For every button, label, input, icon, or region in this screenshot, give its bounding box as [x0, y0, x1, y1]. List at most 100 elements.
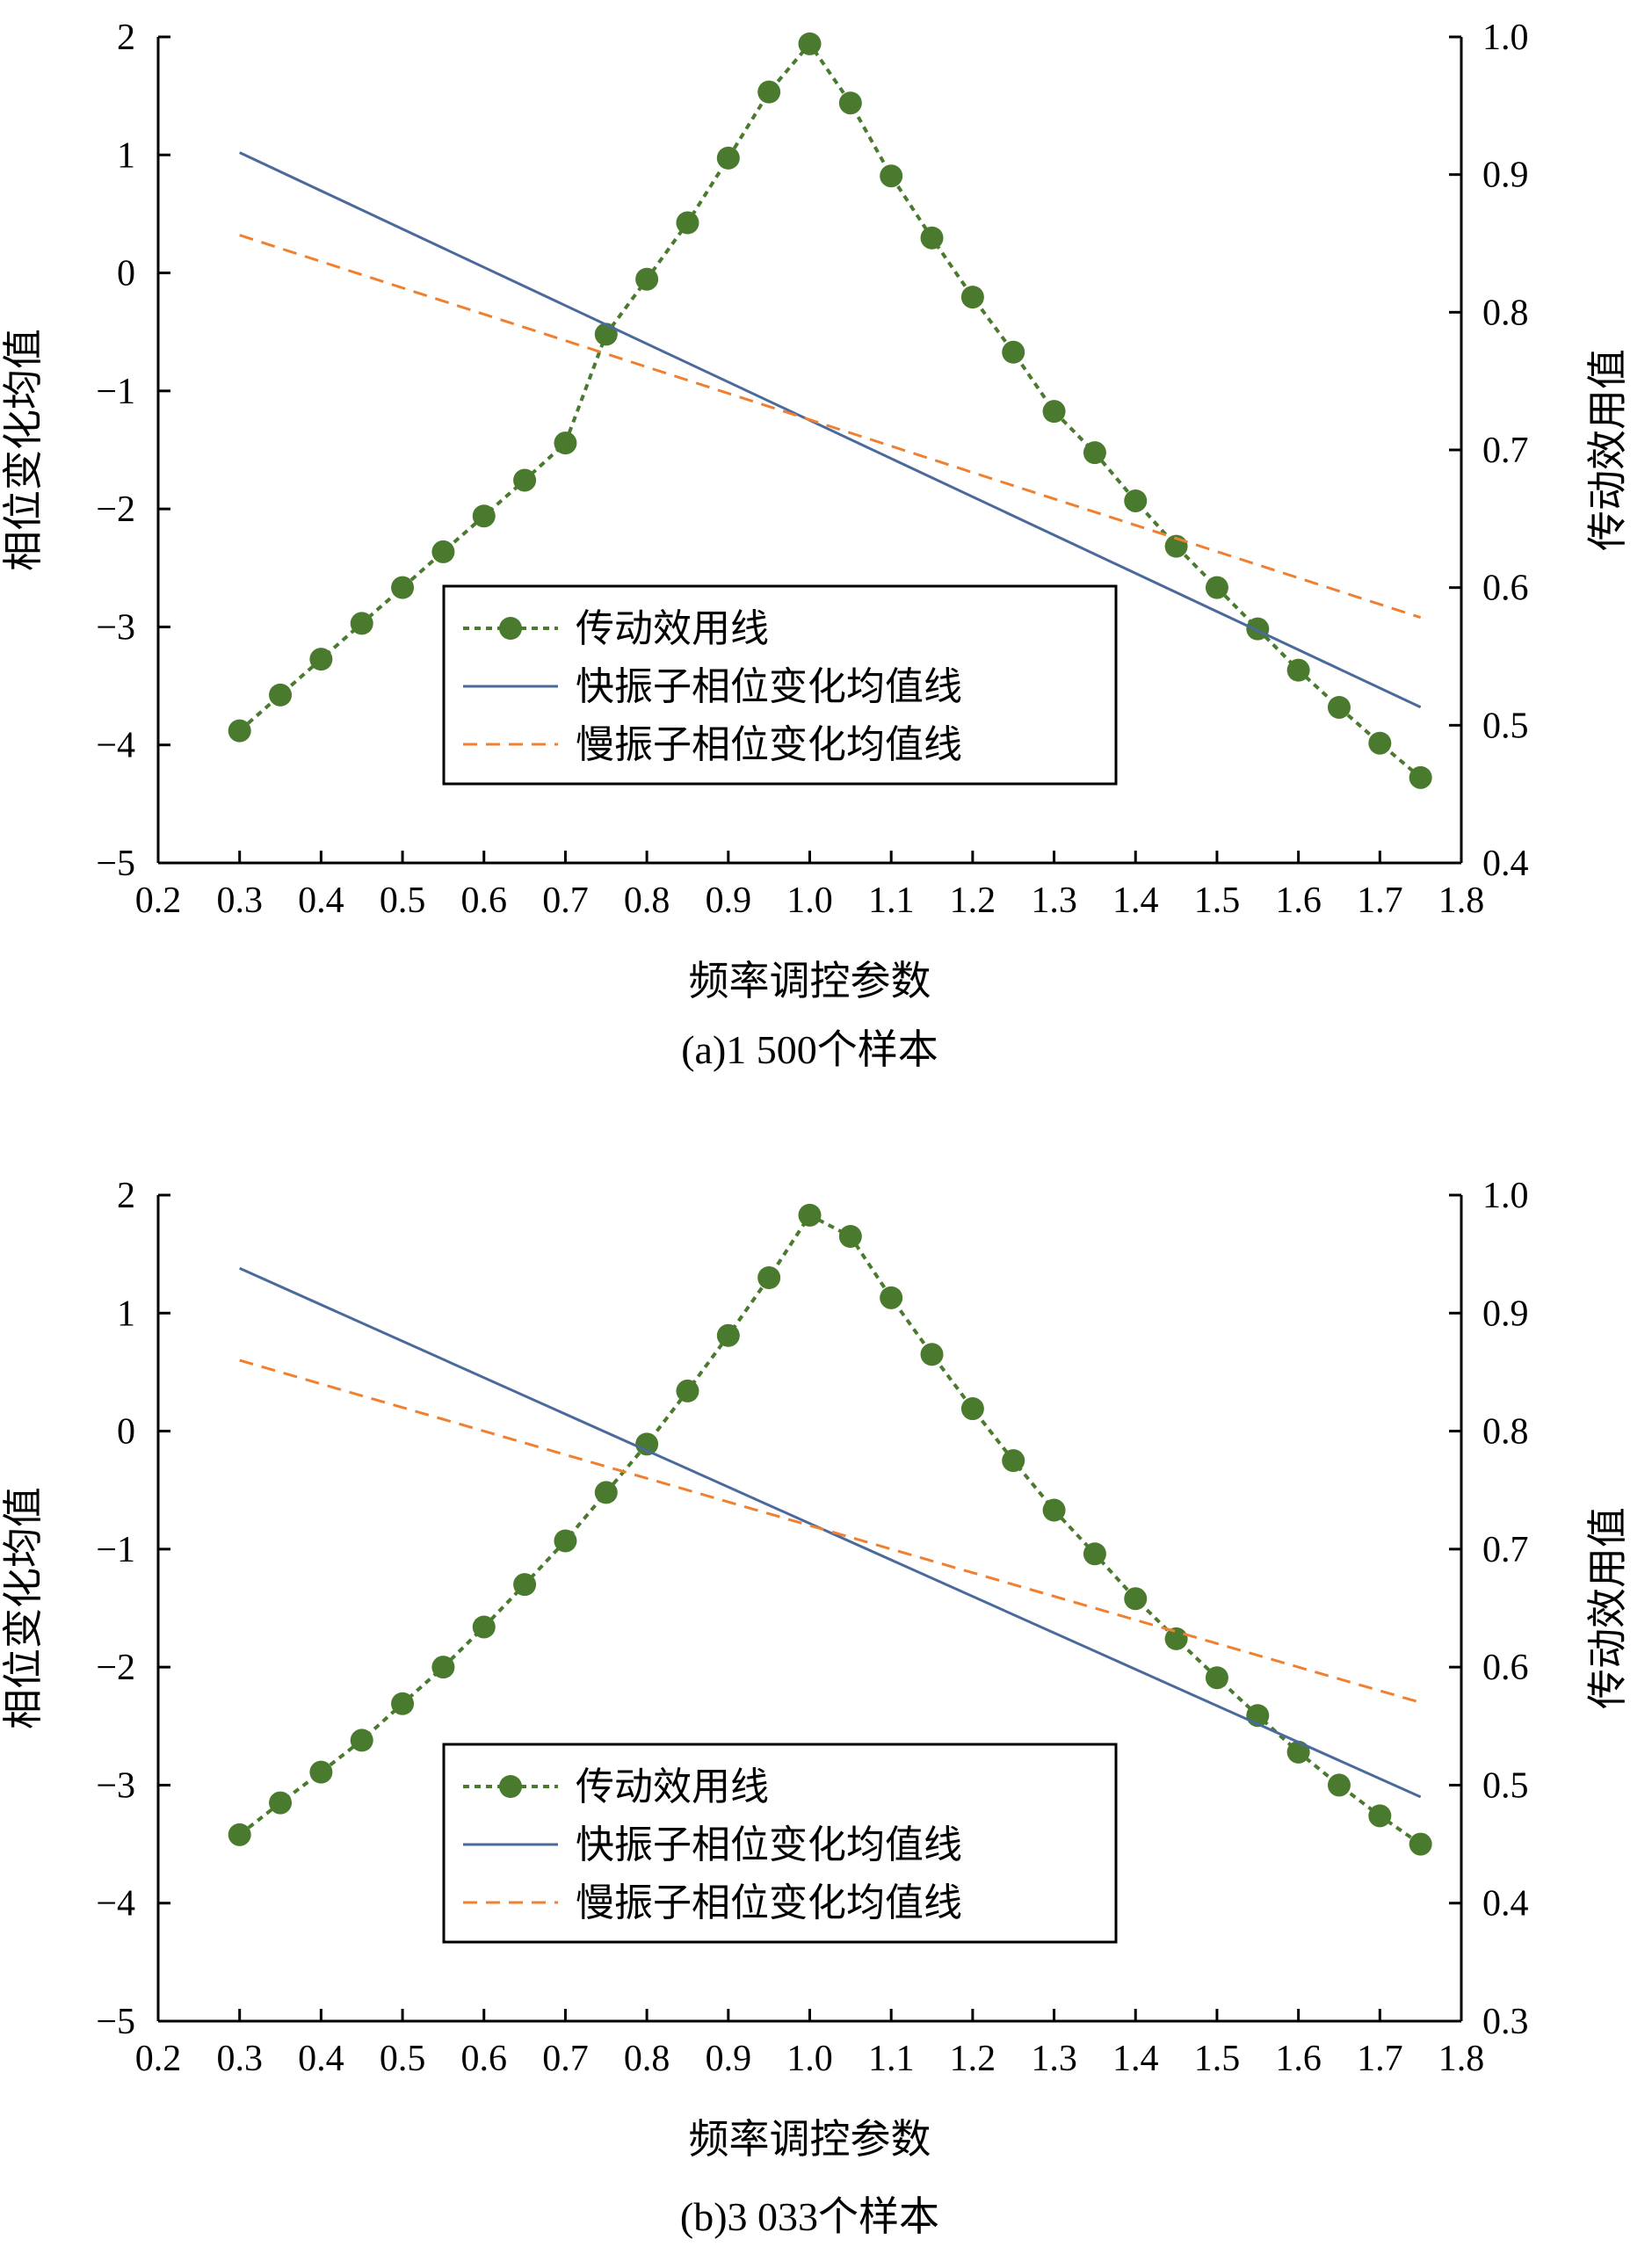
y-right-tick-label: 0.8 — [1482, 293, 1529, 333]
x-tick-label: 0.2 — [135, 2039, 182, 2079]
y-left-tick-label: −5 — [96, 844, 135, 884]
data-point-efficiency — [554, 431, 577, 455]
x-tick-label: 0.2 — [135, 881, 182, 921]
y-right-tick-label: 0.3 — [1482, 2002, 1529, 2042]
data-point-efficiency — [920, 1343, 944, 1366]
chart-panel-a: 0.2 0.3 0.4 0.5 0.6 0.7 0.8 0.9 1.0 1.1 1.2 1.3 1.4 1… — [0, 18, 1631, 1072]
y-axis-label-left: 相位变化均值 — [0, 1487, 47, 1729]
x-tick-label: 1.0 — [786, 881, 833, 921]
data-point-efficiency — [838, 91, 862, 115]
legend-label-slow-oscillator: 慢振子相位变化均值线 — [576, 722, 962, 767]
y-left-tick-label: −3 — [96, 1765, 135, 1806]
data-point-efficiency — [676, 1379, 699, 1402]
x-tick-label: 1.2 — [950, 881, 996, 921]
x-tick-label: 0.5 — [380, 881, 426, 921]
data-point-efficiency — [431, 1656, 455, 1679]
y-right-tick-label: 0.9 — [1482, 156, 1529, 196]
data-point-efficiency — [472, 504, 496, 528]
x-tick-label: 1.3 — [1031, 881, 1077, 921]
x-tick-label: 1.0 — [786, 2039, 833, 2079]
y-left-tick-label: 2 — [117, 1176, 135, 1216]
data-point-efficiency — [228, 719, 251, 743]
x-tick-label: 1.4 — [1112, 881, 1159, 921]
legend-marker-efficiency — [499, 1775, 522, 1798]
x-tick-label: 0.6 — [461, 2039, 508, 2079]
y-right-tick-label: 0.4 — [1482, 1884, 1529, 1924]
y-right-tick-label: 0.5 — [1482, 706, 1529, 746]
data-point-efficiency — [1164, 1627, 1188, 1650]
data-point-efficiency — [798, 1203, 822, 1227]
y-right-tick-label: 0.7 — [1482, 431, 1529, 471]
y-left-tick-label: −2 — [96, 1648, 135, 1688]
data-point-efficiency — [1286, 1740, 1310, 1764]
data-point-efficiency — [554, 1529, 577, 1553]
x-tick-label: 0.8 — [624, 2039, 670, 2079]
data-point-efficiency — [1368, 1804, 1392, 1828]
data-point-efficiency — [757, 1266, 781, 1289]
data-point-efficiency — [920, 226, 944, 250]
data-point-efficiency — [269, 1791, 293, 1815]
y-right-tick-label: 0.4 — [1482, 844, 1529, 884]
data-point-efficiency — [1368, 731, 1392, 755]
data-point-efficiency — [391, 576, 415, 599]
panel-caption: (b)3 033个样本 — [680, 2194, 939, 2239]
data-point-efficiency — [880, 164, 903, 188]
series-line-fast-oscillator — [239, 151, 1422, 709]
data-point-efficiency — [635, 1432, 659, 1456]
data-point-efficiency — [309, 1760, 333, 1784]
data-point-efficiency — [1124, 1587, 1148, 1611]
x-tick-label: 1.5 — [1194, 881, 1241, 921]
y-right-tick-label: 0.7 — [1482, 1530, 1529, 1570]
y-left-tick-label: −1 — [96, 372, 135, 412]
legend-label-fast-oscillator: 快振子相位变化均值线 — [576, 664, 962, 709]
data-point-efficiency — [960, 1397, 984, 1421]
x-tick-label: 0.9 — [706, 2039, 752, 2079]
data-point-efficiency — [1124, 489, 1148, 512]
data-point-efficiency — [513, 1573, 537, 1597]
data-point-efficiency — [1205, 1666, 1228, 1690]
data-point-efficiency — [594, 323, 618, 346]
x-tick-label: 1.7 — [1357, 881, 1403, 921]
x-tick-label: 0.4 — [298, 2039, 344, 2079]
x-tick-label: 1.3 — [1031, 2039, 1077, 2079]
y-right-tick-label: 0.9 — [1482, 1294, 1529, 1334]
x-tick-label: 1.5 — [1194, 2039, 1241, 2079]
data-point-efficiency — [1409, 1832, 1432, 1856]
data-point-efficiency — [960, 286, 984, 309]
data-point-efficiency — [513, 468, 537, 492]
data-point-efficiency — [838, 1225, 862, 1248]
series-line-efficiency — [238, 40, 1422, 779]
data-point-efficiency — [472, 1615, 496, 1639]
y-left-tick-label: −5 — [96, 2002, 135, 2042]
x-tick-label: 0.7 — [542, 2039, 589, 2079]
y-left-tick-label: −2 — [96, 489, 135, 530]
x-tick-label: 0.6 — [461, 881, 508, 921]
data-point-efficiency — [1042, 400, 1066, 424]
x-tick-label: 0.8 — [624, 881, 670, 921]
y-left-tick-label: 2 — [117, 18, 135, 58]
x-axis-label: 频率调控参数 — [689, 957, 931, 1004]
data-point-efficiency — [1002, 340, 1025, 364]
data-point-efficiency — [798, 32, 822, 55]
x-tick-label: 1.4 — [1112, 2039, 1159, 2079]
x-tick-label: 1.8 — [1438, 881, 1485, 921]
panel-caption: (a)1 500个样本 — [681, 1027, 938, 1072]
x-tick-label: 1.7 — [1357, 2039, 1403, 2079]
y-right-tick-label: 0.5 — [1482, 1765, 1529, 1806]
data-point-efficiency — [1327, 1773, 1351, 1797]
legend-marker-efficiency — [499, 617, 522, 640]
y-axis-label-right: 传动效用值 — [1583, 1507, 1631, 1709]
data-point-efficiency — [431, 540, 455, 563]
data-point-efficiency — [594, 1481, 618, 1504]
x-tick-label: 1.6 — [1275, 2039, 1322, 2079]
data-point-efficiency — [350, 1729, 373, 1752]
data-point-efficiency — [716, 1323, 740, 1347]
data-point-efficiency — [1327, 695, 1351, 719]
data-point-efficiency — [350, 612, 373, 635]
legend-label-efficiency: 传动效用线 — [576, 1765, 769, 1809]
data-point-efficiency — [757, 80, 781, 104]
y-right-tick-label: 0.8 — [1482, 1412, 1529, 1453]
y-left-tick-label: 1 — [117, 1294, 135, 1334]
